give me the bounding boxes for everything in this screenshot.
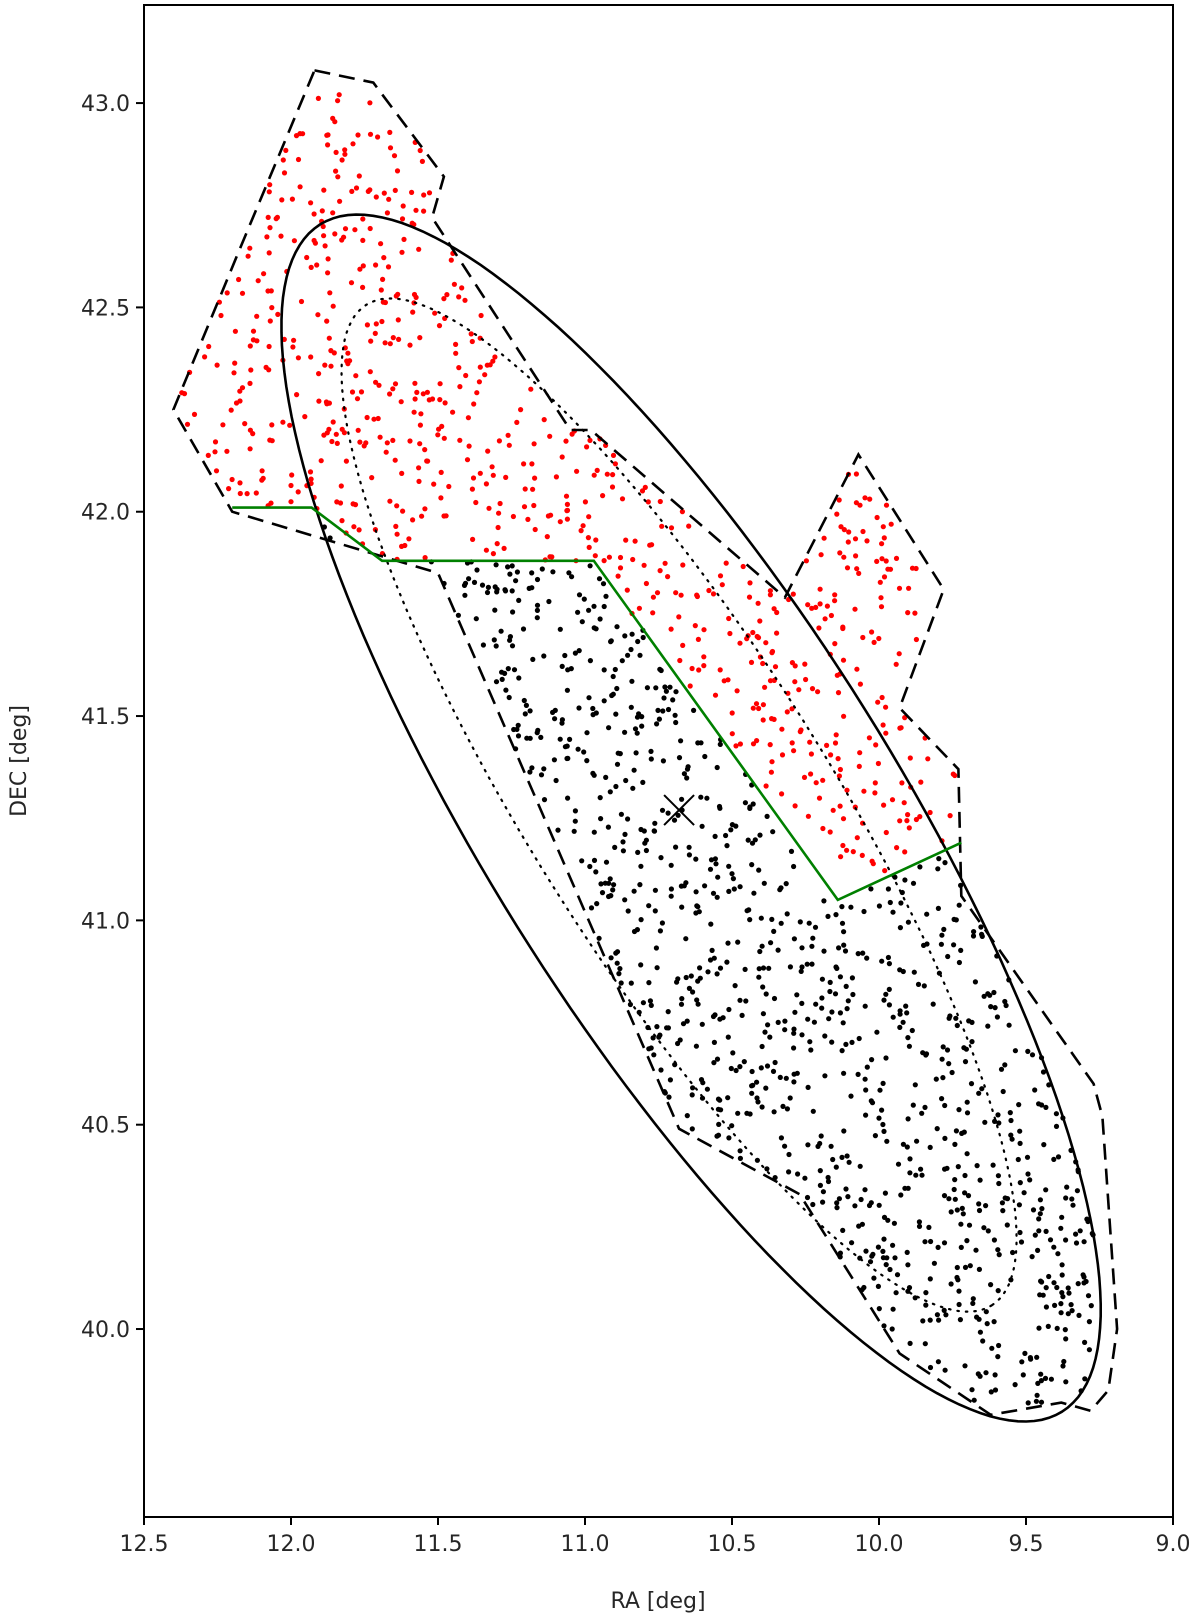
y-tick-label: 40.5 [81,1114,130,1139]
y-tick-label: 41.5 [81,705,130,730]
x-tick-label: 11.5 [414,1532,463,1557]
plot-frame [143,4,1174,1518]
scatter-series-selected [179,92,958,874]
y-tick-label: 42.5 [81,296,130,321]
y-tick-label: 42.0 [81,501,130,526]
dashed-footprint-polygon [171,69,1119,1417]
dotted-ellipse [340,297,1018,1313]
x-tick-label: 10.0 [855,1532,904,1557]
x-tick-label: 9.0 [1156,1532,1191,1557]
solid-ellipse [280,213,1102,1423]
x-tick-label: 10.5 [708,1532,757,1557]
x-tick-label: 11.0 [561,1532,610,1557]
scatter-series-other [321,524,1096,1406]
x-tick-label: 9.5 [1009,1532,1044,1557]
x-tick-label: 12.5 [120,1532,169,1557]
y-tick-label: 41.0 [81,909,130,934]
green-divider-line [232,506,962,902]
y-tick-label: 40.0 [81,1318,130,1343]
center-x-marker [663,794,695,826]
y-tick-label: 43.0 [81,92,130,117]
plot-area [171,69,1119,1423]
y-axis-label: DEC [deg] [7,705,32,817]
x-axis-label: RA [deg] [610,1589,705,1614]
x-axis-ticks: 12.5 12.0 11.5 11.0 10.5 10.0 9.5 9.0 [120,1517,1191,1557]
x-tick-label: 12.0 [267,1532,316,1557]
y-axis-ticks: 40.0 40.5 41.0 41.5 42.0 42.5 43.0 [81,92,144,1343]
